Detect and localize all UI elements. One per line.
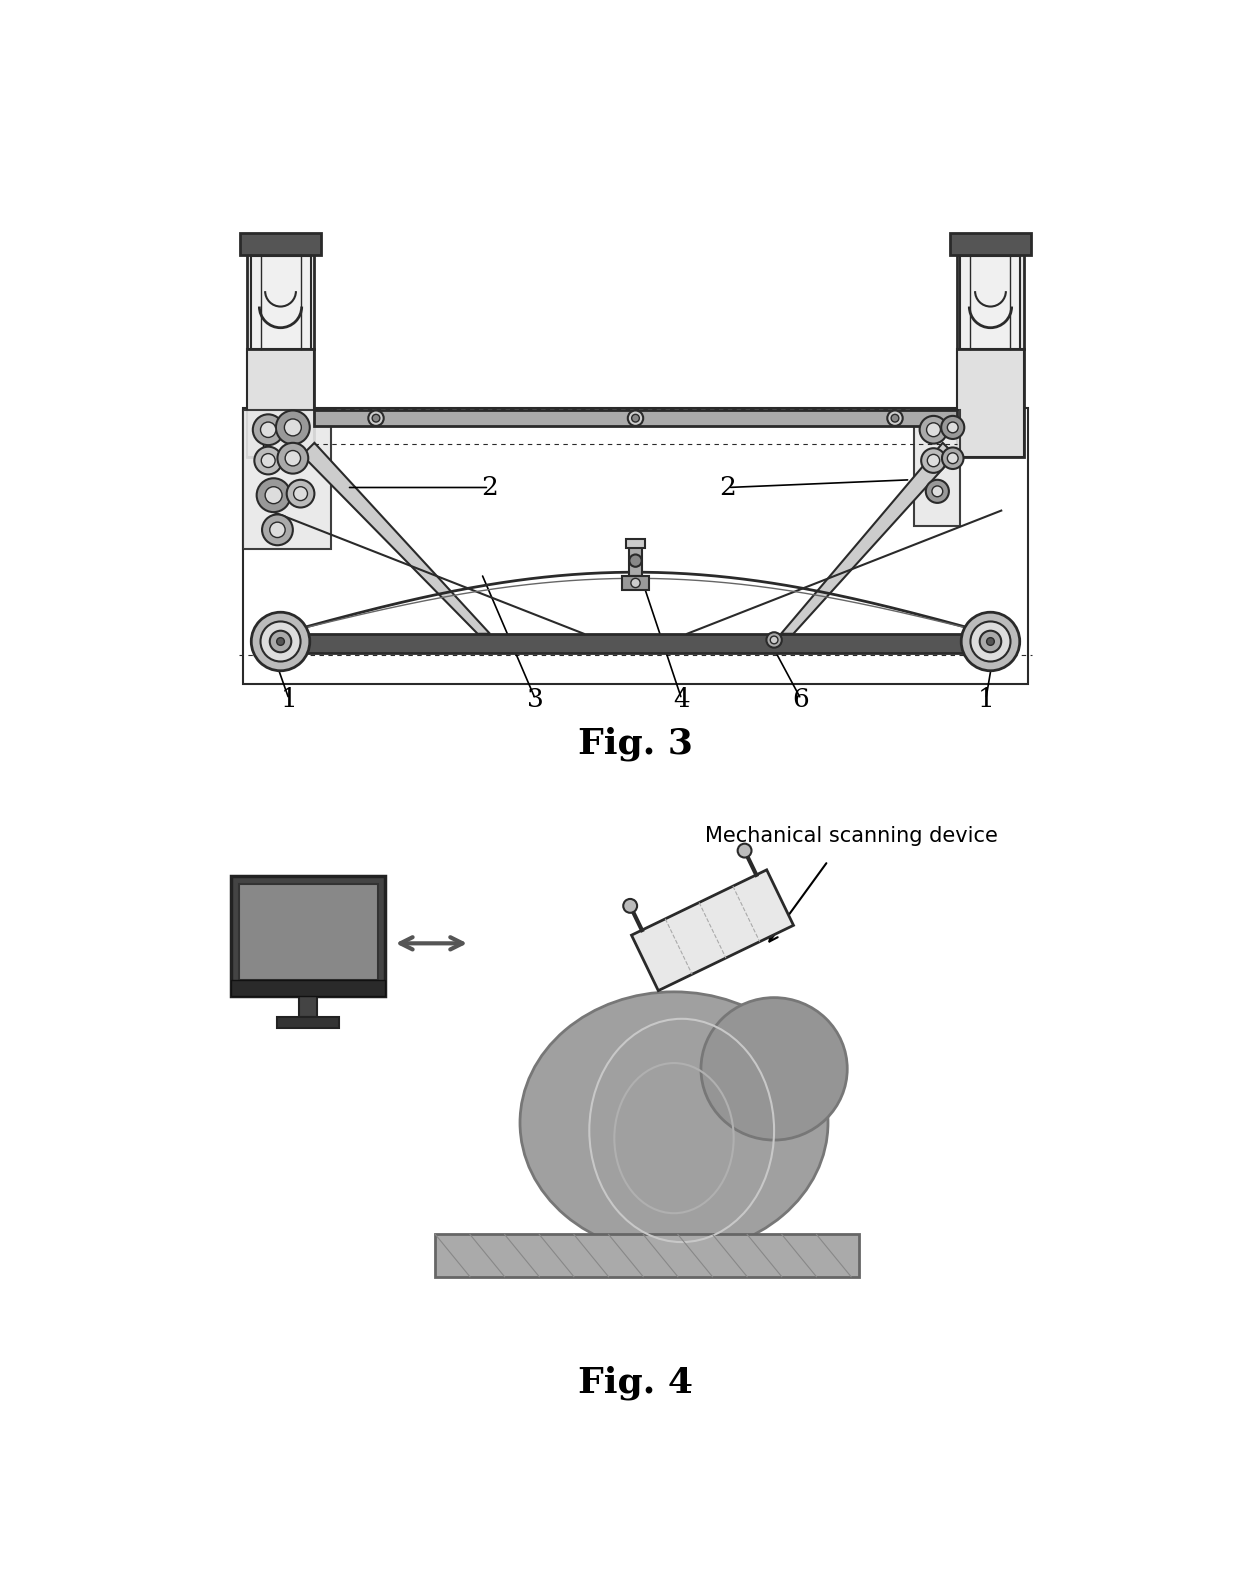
Text: 4: 4 bbox=[673, 686, 691, 712]
Text: 2: 2 bbox=[719, 474, 737, 500]
Circle shape bbox=[270, 630, 291, 653]
Circle shape bbox=[928, 454, 940, 466]
Bar bbox=[950, 234, 1030, 255]
Circle shape bbox=[980, 630, 1001, 653]
Bar bbox=[241, 234, 321, 255]
Text: 5: 5 bbox=[255, 422, 273, 446]
Bar bbox=[243, 411, 331, 549]
Bar bbox=[278, 1017, 339, 1028]
Circle shape bbox=[257, 478, 290, 513]
Circle shape bbox=[285, 451, 300, 466]
Circle shape bbox=[253, 414, 284, 446]
Bar bbox=[231, 981, 386, 995]
Circle shape bbox=[888, 411, 903, 427]
Ellipse shape bbox=[520, 992, 828, 1253]
Circle shape bbox=[926, 423, 940, 436]
Circle shape bbox=[630, 554, 641, 567]
Bar bbox=[243, 408, 1028, 685]
Bar bbox=[247, 240, 315, 457]
Bar bbox=[306, 634, 965, 653]
Circle shape bbox=[971, 621, 1011, 662]
Circle shape bbox=[770, 637, 777, 643]
Bar bbox=[956, 240, 1024, 457]
Circle shape bbox=[987, 638, 994, 645]
Circle shape bbox=[627, 411, 644, 427]
Circle shape bbox=[368, 411, 383, 427]
Circle shape bbox=[277, 411, 310, 444]
Circle shape bbox=[284, 419, 301, 436]
Circle shape bbox=[631, 414, 640, 422]
Polygon shape bbox=[781, 443, 955, 634]
Text: Mechanical scanning device: Mechanical scanning device bbox=[704, 826, 997, 847]
Polygon shape bbox=[631, 869, 794, 990]
Bar bbox=[250, 256, 310, 349]
Circle shape bbox=[260, 422, 277, 438]
Text: Fig. 4: Fig. 4 bbox=[578, 1366, 693, 1401]
Bar bbox=[435, 1234, 859, 1277]
Text: 6: 6 bbox=[792, 686, 810, 712]
Bar bbox=[247, 349, 315, 457]
Bar bbox=[961, 256, 1021, 349]
Circle shape bbox=[278, 443, 309, 474]
Circle shape bbox=[921, 449, 946, 473]
Bar bbox=[914, 411, 961, 525]
Circle shape bbox=[738, 844, 751, 858]
Circle shape bbox=[260, 621, 300, 662]
Text: 1: 1 bbox=[280, 686, 298, 712]
Text: 3: 3 bbox=[527, 686, 544, 712]
Polygon shape bbox=[303, 443, 490, 634]
Circle shape bbox=[294, 487, 308, 500]
Text: 2: 2 bbox=[481, 474, 497, 500]
Circle shape bbox=[270, 522, 285, 538]
Circle shape bbox=[920, 416, 947, 444]
Circle shape bbox=[277, 638, 284, 645]
Circle shape bbox=[766, 632, 781, 648]
Circle shape bbox=[947, 452, 959, 463]
Circle shape bbox=[892, 414, 899, 422]
Circle shape bbox=[947, 422, 959, 433]
Text: Fig. 3: Fig. 3 bbox=[578, 726, 693, 761]
Circle shape bbox=[624, 899, 637, 912]
Circle shape bbox=[265, 487, 281, 503]
Circle shape bbox=[631, 578, 640, 587]
Bar bbox=[956, 349, 1024, 457]
Bar bbox=[621, 576, 650, 591]
Circle shape bbox=[372, 414, 379, 422]
Bar bbox=[626, 540, 645, 548]
Circle shape bbox=[941, 416, 965, 439]
Bar bbox=[630, 544, 641, 576]
Circle shape bbox=[932, 486, 942, 497]
Bar bbox=[315, 411, 956, 427]
Circle shape bbox=[254, 447, 281, 474]
Circle shape bbox=[926, 479, 949, 503]
Circle shape bbox=[262, 454, 275, 468]
Circle shape bbox=[942, 447, 963, 470]
Bar bbox=[239, 884, 377, 981]
Circle shape bbox=[961, 613, 1019, 670]
Circle shape bbox=[286, 479, 315, 508]
Bar bbox=[299, 995, 317, 1017]
Ellipse shape bbox=[701, 998, 847, 1140]
Circle shape bbox=[262, 514, 293, 544]
Text: 1: 1 bbox=[977, 686, 994, 712]
Bar bbox=[231, 876, 386, 995]
Circle shape bbox=[252, 613, 310, 670]
